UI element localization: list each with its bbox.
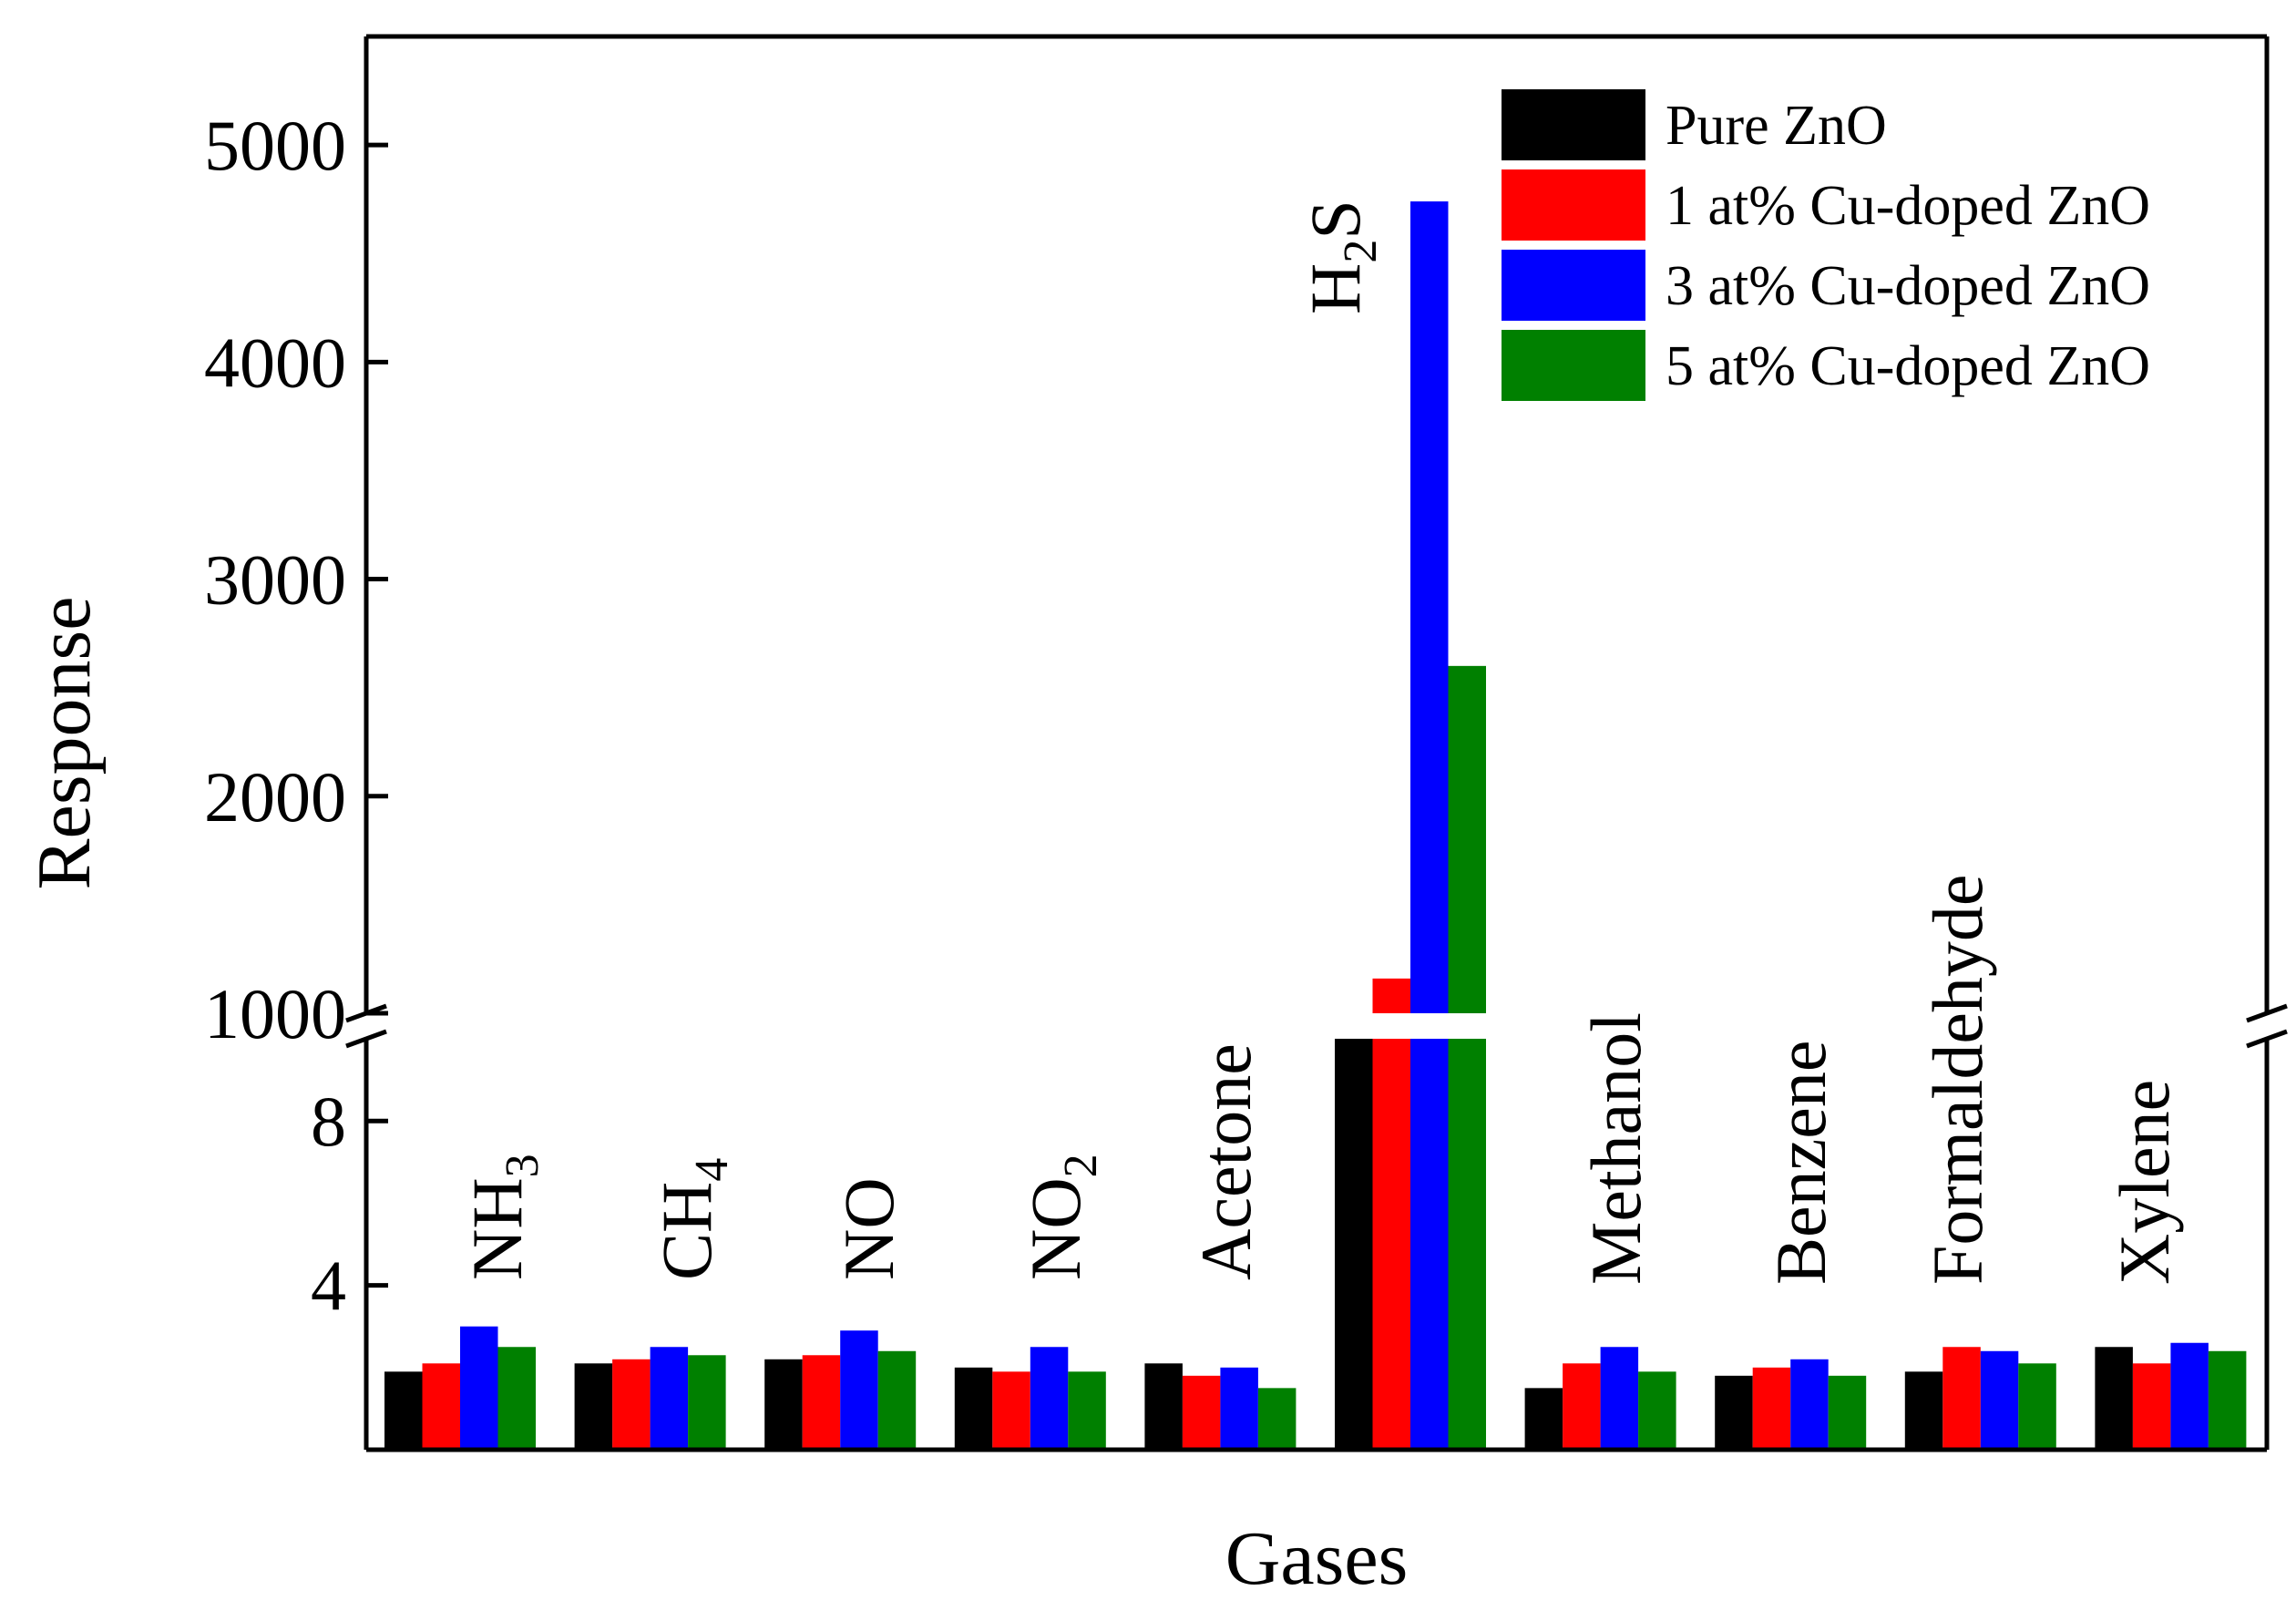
bar-ch4-series-2 bbox=[612, 1359, 651, 1450]
gas-label-h2s: H2S bbox=[1296, 200, 1387, 314]
bar-xylene-series-1 bbox=[2095, 1347, 2133, 1450]
legend-swatch-3 bbox=[1502, 250, 1645, 321]
bar-formaldehyde-series-1 bbox=[1904, 1371, 1943, 1450]
bar-no-series-1 bbox=[764, 1359, 803, 1450]
bar-formaldehyde-series-4 bbox=[2018, 1363, 2056, 1450]
bar-benzene-series-1 bbox=[1715, 1375, 1753, 1450]
bar-h2s-series-4-upper bbox=[1448, 665, 1486, 1013]
legend-swatch-2 bbox=[1502, 169, 1645, 241]
gas-label-no2: NO2 bbox=[1016, 1154, 1107, 1280]
bar-no2-series-3 bbox=[1030, 1347, 1069, 1450]
bar-ch4-series-4 bbox=[688, 1355, 726, 1450]
y-tick-label-2000: 2000 bbox=[204, 757, 346, 836]
gas-label-xylene: Xylene bbox=[2105, 1080, 2184, 1285]
gas-label-acetone: Acetone bbox=[1186, 1043, 1266, 1280]
y-tick-label-1000: 1000 bbox=[204, 974, 346, 1053]
bar-acetone-series-1 bbox=[1144, 1363, 1183, 1450]
break-mark-right-top bbox=[2246, 1003, 2288, 1023]
legend-swatch-4 bbox=[1502, 330, 1645, 401]
bar-methanol-series-4 bbox=[1638, 1371, 1676, 1450]
bar-no-series-3 bbox=[840, 1330, 878, 1450]
gas-label-formaldehyde: Formaldehyde bbox=[1918, 874, 1997, 1285]
legend-label-2: 1 at% Cu-doped ZnO bbox=[1666, 175, 2150, 237]
legend-label-3: 3 at% Cu-doped ZnO bbox=[1666, 255, 2150, 317]
bar-h2s-series-3-upper bbox=[1410, 201, 1449, 1013]
legend-swatch-1 bbox=[1502, 89, 1645, 160]
bar-nh3-series-4 bbox=[497, 1347, 536, 1450]
gas-label-methanol: Methanol bbox=[1576, 1012, 1655, 1285]
bar-h2s-series-2-lower bbox=[1372, 1039, 1410, 1450]
bar-no2-series-1 bbox=[954, 1367, 993, 1450]
legend-label-1: Pure ZnO bbox=[1666, 95, 1887, 157]
bar-ch4-series-1 bbox=[574, 1363, 613, 1450]
gas-label-benzene: Benzene bbox=[1761, 1040, 1840, 1285]
legend-label-4: 5 at% Cu-doped ZnO bbox=[1666, 335, 2150, 397]
break-mark-left-bottom bbox=[345, 1029, 387, 1049]
bar-methanol-series-1 bbox=[1524, 1388, 1563, 1450]
y-tick-label-8: 8 bbox=[311, 1082, 346, 1161]
axis-break-gap bbox=[339, 1013, 2294, 1039]
bar-h2s-series-1 bbox=[1335, 1039, 1373, 1450]
bar-acetone-series-2 bbox=[1182, 1375, 1221, 1450]
bar-nh3-series-2 bbox=[422, 1363, 460, 1450]
bar-methanol-series-3 bbox=[1600, 1347, 1639, 1450]
gas-label-ch4: CH4 bbox=[647, 1158, 738, 1280]
bar-nh3-series-3 bbox=[460, 1326, 498, 1450]
bar-h2s-series-4-lower bbox=[1448, 1039, 1486, 1450]
bar-methanol-series-2 bbox=[1563, 1363, 1601, 1450]
bar-xylene-series-3 bbox=[2170, 1342, 2209, 1450]
bar-benzene-series-4 bbox=[1828, 1375, 1867, 1450]
x-axis-title: Gases bbox=[1225, 1516, 1409, 1601]
bar-h2s-series-2-upper bbox=[1372, 978, 1410, 1013]
y-axis-title: Response bbox=[22, 597, 107, 890]
plot-area: 1000 2000 3000 4000 5000 4 8 Gases Response NH3 CH… bbox=[22, 34, 2294, 1601]
gas-label-no: NO bbox=[829, 1177, 908, 1280]
y-tick-label-4000: 4000 bbox=[204, 323, 346, 402]
bar-formaldehyde-series-3 bbox=[1980, 1350, 2019, 1450]
bar-xylene-series-2 bbox=[2132, 1363, 2171, 1450]
bar-no2-series-2 bbox=[992, 1371, 1030, 1450]
y-tick-label-5000: 5000 bbox=[204, 106, 346, 185]
bar-no2-series-4 bbox=[1068, 1371, 1106, 1450]
bar-no-series-4 bbox=[877, 1350, 917, 1450]
bar-no-series-2 bbox=[802, 1355, 841, 1450]
bar-acetone-series-4 bbox=[1257, 1388, 1297, 1450]
bar-nh3-series-1 bbox=[384, 1371, 423, 1450]
bar-h2s-series-3-lower bbox=[1410, 1039, 1449, 1450]
break-mark-right-bottom bbox=[2246, 1029, 2288, 1049]
bar-ch4-series-3 bbox=[650, 1347, 689, 1450]
bar-benzene-series-3 bbox=[1790, 1359, 1829, 1450]
y-tick-label-3000: 3000 bbox=[204, 540, 346, 620]
y-tick-label-4: 4 bbox=[311, 1247, 346, 1326]
bar-xylene-series-4 bbox=[2208, 1350, 2247, 1450]
bar-formaldehyde-series-2 bbox=[1942, 1347, 1981, 1450]
bar-acetone-series-3 bbox=[1220, 1367, 1258, 1450]
gas-label-nh3: NH3 bbox=[457, 1154, 548, 1280]
bar-benzene-series-2 bbox=[1752, 1367, 1791, 1450]
